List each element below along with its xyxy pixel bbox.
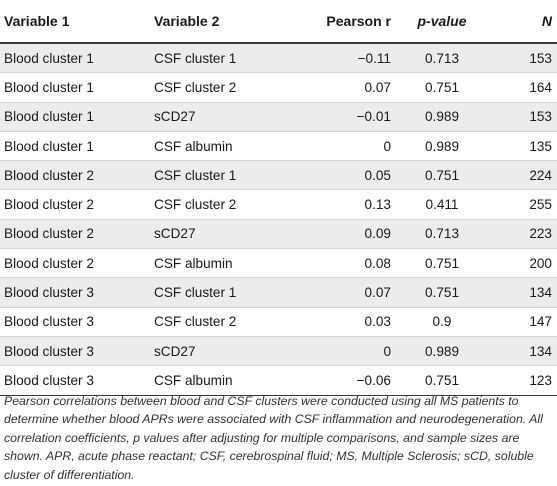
cell-pearson-r: 0.09 (286, 219, 396, 250)
cell-variable-2: CSF cluster 2 (150, 72, 286, 103)
cell-variable-1: Blood cluster 2 (0, 189, 150, 220)
cell-variable-1: Blood cluster 1 (0, 102, 150, 132)
cell-p-value: 0.713 (396, 219, 488, 250)
table-row: Blood cluster 1 sCD27 −0.01 0.989 153 (0, 102, 557, 132)
cell-n: 224 (488, 160, 557, 191)
cell-variable-2: CSF albumin (150, 131, 286, 162)
table-row: Blood cluster 1 CSF cluster 2 0.07 0.751 164 (0, 72, 557, 103)
cell-variable-1: Blood cluster 1 (0, 72, 150, 103)
cell-variable-1: Blood cluster 2 (0, 219, 150, 250)
cell-p-value: 0.751 (396, 160, 488, 191)
cell-pearson-r: 0.08 (286, 248, 396, 279)
cell-p-value: 0.713 (396, 43, 488, 74)
table-row: Blood cluster 2 CSF albumin 0.08 0.751 200 (0, 248, 557, 279)
cell-variable-2: CSF cluster 2 (150, 189, 286, 220)
table-row: Blood cluster 3 CSF cluster 1 0.07 0.751 134 (0, 277, 557, 308)
cell-p-value: 0.751 (396, 72, 488, 103)
cell-n: 123 (488, 365, 557, 396)
table-row: Blood cluster 3 CSF cluster 2 0.03 0.9 147 (0, 307, 557, 337)
header-n: N (488, 0, 557, 44)
table-row: Blood cluster 1 CSF albumin 0 0.989 135 (0, 131, 557, 162)
cell-pearson-r: 0 (286, 336, 396, 367)
cell-variable-1: Blood cluster 3 (0, 365, 150, 396)
cell-variable-1: Blood cluster 2 (0, 248, 150, 279)
table-row: Blood cluster 3 sCD27 0 0.989 134 (0, 336, 557, 367)
cell-variable-1: Blood cluster 3 (0, 336, 150, 367)
cell-p-value: 0.411 (396, 189, 488, 220)
cell-p-value: 0.989 (396, 336, 488, 367)
table-row: Blood cluster 2 CSF cluster 1 0.05 0.751 224 (0, 160, 557, 191)
cell-variable-2: CSF cluster 1 (150, 160, 286, 191)
cell-p-value: 0.751 (396, 248, 488, 279)
cell-p-value: 0.9 (396, 307, 488, 337)
cell-variable-1: Blood cluster 1 (0, 43, 150, 74)
cell-pearson-r: 0.05 (286, 160, 396, 191)
cell-n: 153 (488, 102, 557, 132)
cell-variable-2: CSF albumin (150, 248, 286, 279)
cell-variable-2: CSF cluster 2 (150, 307, 286, 337)
cell-n: 164 (488, 72, 557, 103)
cell-variable-1: Blood cluster 1 (0, 131, 150, 162)
cell-pearson-r: −0.01 (286, 102, 396, 132)
cell-variable-2: sCD27 (150, 336, 286, 367)
table-header: Variable 1 Variable 2 Pearson r p-value … (0, 0, 557, 44)
header-variable-2: Variable 2 (150, 0, 286, 44)
cell-variable-2: CSF albumin (150, 365, 286, 396)
cell-variable-1: Blood cluster 3 (0, 307, 150, 337)
cell-variable-2: sCD27 (150, 102, 286, 132)
cell-n: 255 (488, 189, 557, 220)
header-pearson-r: Pearson r (286, 0, 396, 44)
cell-n: 153 (488, 43, 557, 74)
table-body: Blood cluster 1 CSF cluster 1 −0.11 0.713 15… (0, 43, 557, 396)
cell-p-value: 0.751 (396, 277, 488, 308)
cell-pearson-r: 0.07 (286, 277, 396, 308)
table-row: Blood cluster 2 sCD27 0.09 0.713 223 (0, 219, 557, 250)
cell-p-value: 0.751 (396, 365, 488, 396)
cell-pearson-r: 0.07 (286, 72, 396, 103)
cell-n: 147 (488, 307, 557, 337)
cell-variable-1: Blood cluster 2 (0, 160, 150, 191)
cell-variable-2: CSF cluster 1 (150, 43, 286, 74)
cell-pearson-r: −0.06 (286, 365, 396, 396)
cell-n: 223 (488, 219, 557, 250)
cell-pearson-r: −0.11 (286, 43, 396, 74)
cell-n: 134 (488, 336, 557, 367)
cell-p-value: 0.989 (396, 102, 488, 132)
cell-n: 134 (488, 277, 557, 308)
table-row: Blood cluster 1 CSF cluster 1 −0.11 0.713 15… (0, 43, 557, 74)
header-variable-1: Variable 1 (0, 0, 150, 44)
header-p-value: p-value (396, 0, 488, 44)
table-row: Blood cluster 3 CSF albumin −0.06 0.751 123 (0, 365, 557, 396)
header-row: Variable 1 Variable 2 Pearson r p-value … (0, 0, 557, 44)
correlation-table: Variable 1 Variable 2 Pearson r p-value … (0, 0, 557, 396)
cell-variable-1: Blood cluster 3 (0, 277, 150, 308)
cell-n: 135 (488, 131, 557, 162)
cell-pearson-r: 0.13 (286, 189, 396, 220)
cell-n: 200 (488, 248, 557, 279)
cell-p-value: 0.989 (396, 131, 488, 162)
table-footnote: Pearson correlations between blood and C… (4, 394, 543, 482)
cell-pearson-r: 0 (286, 131, 396, 162)
table-row: Blood cluster 2 CSF cluster 2 0.13 0.411 255 (0, 189, 557, 220)
cell-variable-2: CSF cluster 1 (150, 277, 286, 308)
cell-pearson-r: 0.03 (286, 307, 396, 337)
cell-variable-2: sCD27 (150, 219, 286, 250)
